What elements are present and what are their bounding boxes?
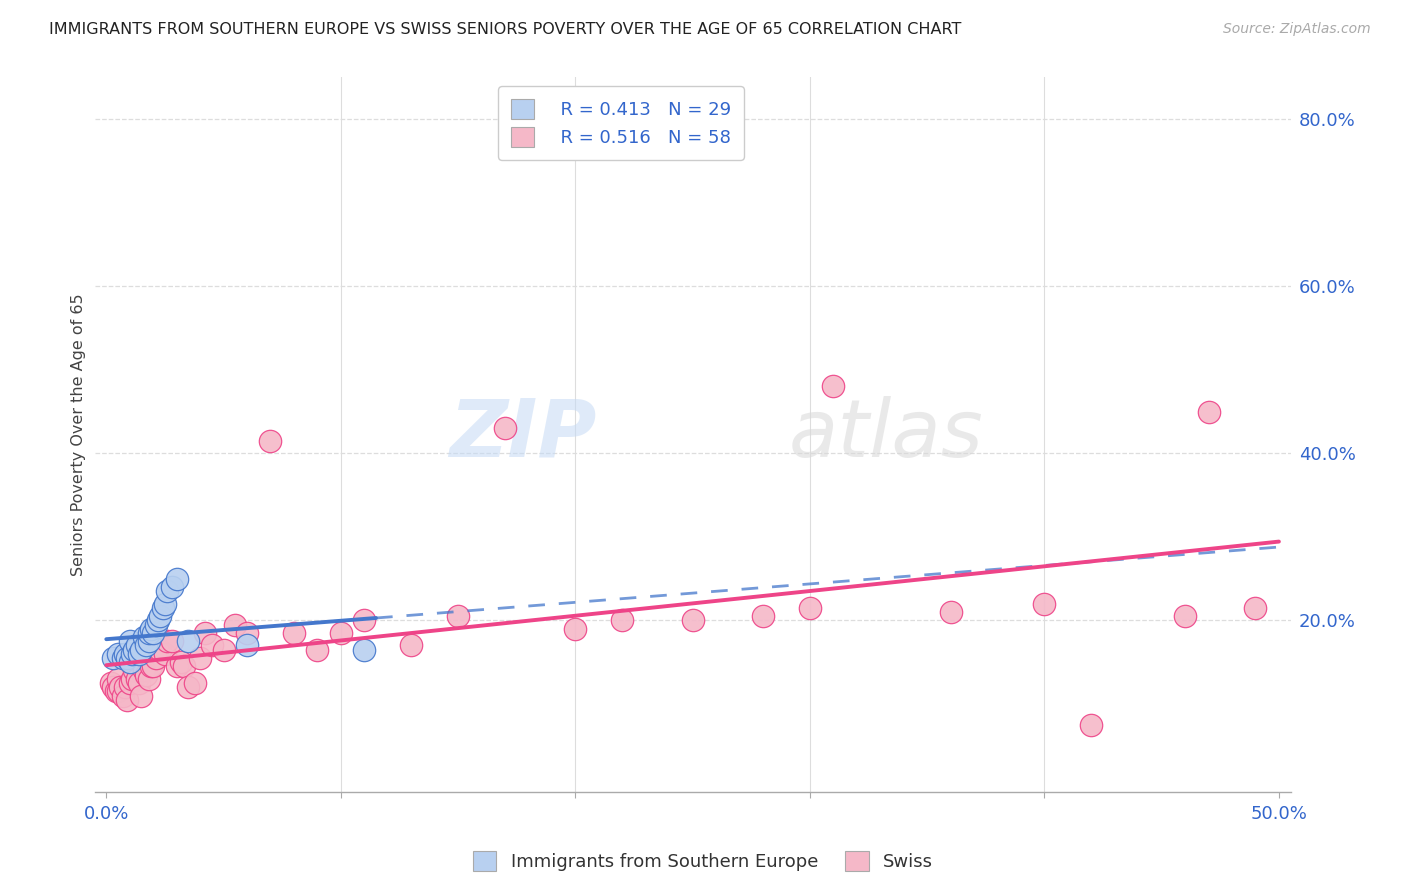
Point <box>612 613 634 627</box>
Point <box>117 651 139 665</box>
Point <box>114 680 136 694</box>
Point <box>135 639 157 653</box>
Point <box>107 647 129 661</box>
Legend: Immigrants from Southern Europe, Swiss: Immigrants from Southern Europe, Swiss <box>465 844 941 879</box>
Legend:   R = 0.413   N = 29,   R = 0.516   N = 58: R = 0.413 N = 29, R = 0.516 N = 58 <box>498 87 744 160</box>
Point <box>121 672 143 686</box>
Point <box>494 421 516 435</box>
Point <box>135 667 157 681</box>
Text: Source: ZipAtlas.com: Source: ZipAtlas.com <box>1223 22 1371 37</box>
Point <box>823 379 845 393</box>
Point <box>125 639 148 653</box>
Point <box>117 692 139 706</box>
Point <box>153 597 176 611</box>
Point <box>128 647 150 661</box>
Point <box>166 572 188 586</box>
Point <box>124 664 146 678</box>
Point <box>307 642 329 657</box>
Point <box>236 639 259 653</box>
Y-axis label: Seniors Poverty Over the Age of 65: Seniors Poverty Over the Age of 65 <box>72 293 86 576</box>
Point <box>236 626 259 640</box>
Point <box>177 634 200 648</box>
Point <box>177 680 200 694</box>
Point <box>118 676 141 690</box>
Point <box>1174 609 1197 624</box>
Point <box>139 622 162 636</box>
Point <box>138 626 160 640</box>
Point <box>125 672 148 686</box>
Point <box>103 680 125 694</box>
Point <box>121 647 143 661</box>
Point <box>939 605 962 619</box>
Point <box>166 659 188 673</box>
Text: atlas: atlas <box>789 395 983 474</box>
Point <box>111 689 134 703</box>
Point <box>110 680 132 694</box>
Point <box>138 672 160 686</box>
Point <box>128 676 150 690</box>
Point <box>107 684 129 698</box>
Point <box>152 600 174 615</box>
Point <box>752 609 775 624</box>
Text: ZIP: ZIP <box>450 395 598 474</box>
Point <box>184 676 207 690</box>
Point <box>145 617 167 632</box>
Point <box>1033 597 1056 611</box>
Point <box>1080 718 1102 732</box>
Point <box>173 659 195 673</box>
Point <box>138 634 160 648</box>
Point <box>118 655 141 669</box>
Point <box>156 634 179 648</box>
Point <box>118 647 141 661</box>
Point <box>145 651 167 665</box>
Point <box>259 434 281 448</box>
Point <box>139 659 162 673</box>
Point <box>329 626 352 640</box>
Point <box>188 651 211 665</box>
Point <box>399 639 422 653</box>
Point <box>224 617 246 632</box>
Point <box>160 580 183 594</box>
Point <box>124 642 146 657</box>
Point <box>111 651 134 665</box>
Point <box>103 651 125 665</box>
Point <box>212 642 235 657</box>
Point <box>353 642 375 657</box>
Point <box>283 626 305 640</box>
Point <box>114 647 136 661</box>
Point <box>100 676 122 690</box>
Point <box>107 672 129 686</box>
Point <box>149 642 172 657</box>
Point <box>564 622 586 636</box>
Point <box>1244 600 1267 615</box>
Point <box>132 664 155 678</box>
Point <box>131 642 153 657</box>
Point <box>153 647 176 661</box>
Point <box>104 684 127 698</box>
Point <box>149 609 172 624</box>
Point <box>118 634 141 648</box>
Point <box>142 626 165 640</box>
Point <box>160 634 183 648</box>
Point <box>682 613 704 627</box>
Point <box>131 689 153 703</box>
Point <box>1198 404 1220 418</box>
Text: IMMIGRANTS FROM SOUTHERN EUROPE VS SWISS SENIORS POVERTY OVER THE AGE OF 65 CORR: IMMIGRANTS FROM SOUTHERN EUROPE VS SWISS… <box>49 22 962 37</box>
Point <box>156 584 179 599</box>
Point <box>132 630 155 644</box>
Point <box>799 600 821 615</box>
Point <box>194 626 217 640</box>
Point <box>146 613 169 627</box>
Point <box>201 639 224 653</box>
Point <box>170 655 193 669</box>
Point <box>447 609 470 624</box>
Point <box>142 659 165 673</box>
Point <box>146 642 169 657</box>
Point <box>353 613 375 627</box>
